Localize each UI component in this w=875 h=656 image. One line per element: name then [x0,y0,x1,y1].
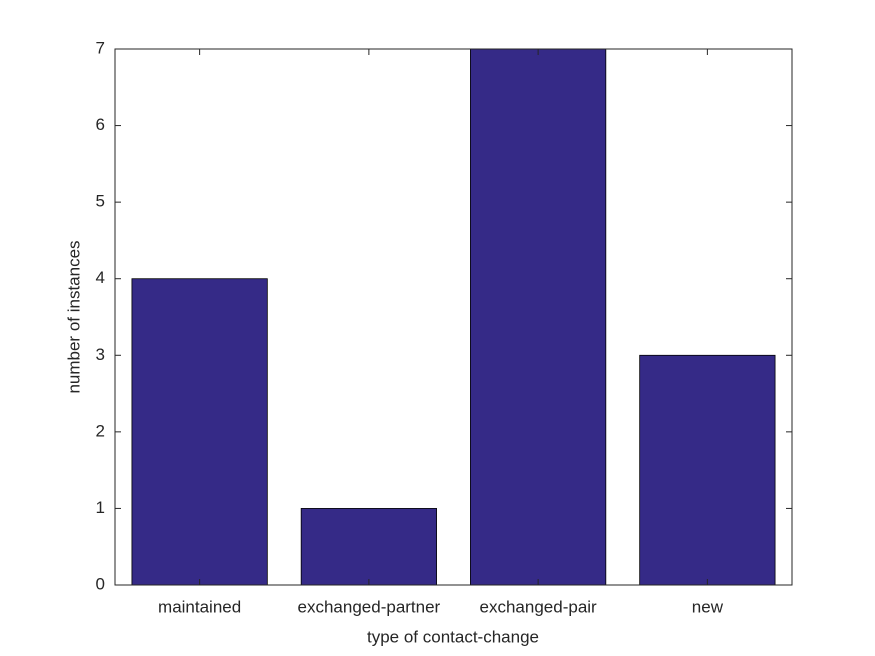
x-tick-label: exchanged-pair [480,597,598,616]
y-tick-label: 2 [96,421,105,440]
y-tick-label: 7 [96,38,105,57]
bar [300,508,437,586]
y-tick-label: 4 [96,268,105,287]
y-tick-label: 0 [96,574,105,593]
axes-box [114,48,793,586]
bar [470,48,607,586]
x-axis-label: type of contact-change [367,627,539,646]
x-tick-label: new [692,597,724,616]
bar [131,278,268,586]
y-tick-label: 3 [96,345,105,364]
y-tick-label: 5 [96,192,105,211]
bar [639,354,776,586]
x-tick-label: exchanged-partner [298,597,441,616]
y-axis-label: number of instances [64,240,83,393]
x-tick-label: maintained [158,597,241,616]
y-tick-label: 1 [96,498,105,517]
y-tick-label: 6 [96,115,105,134]
